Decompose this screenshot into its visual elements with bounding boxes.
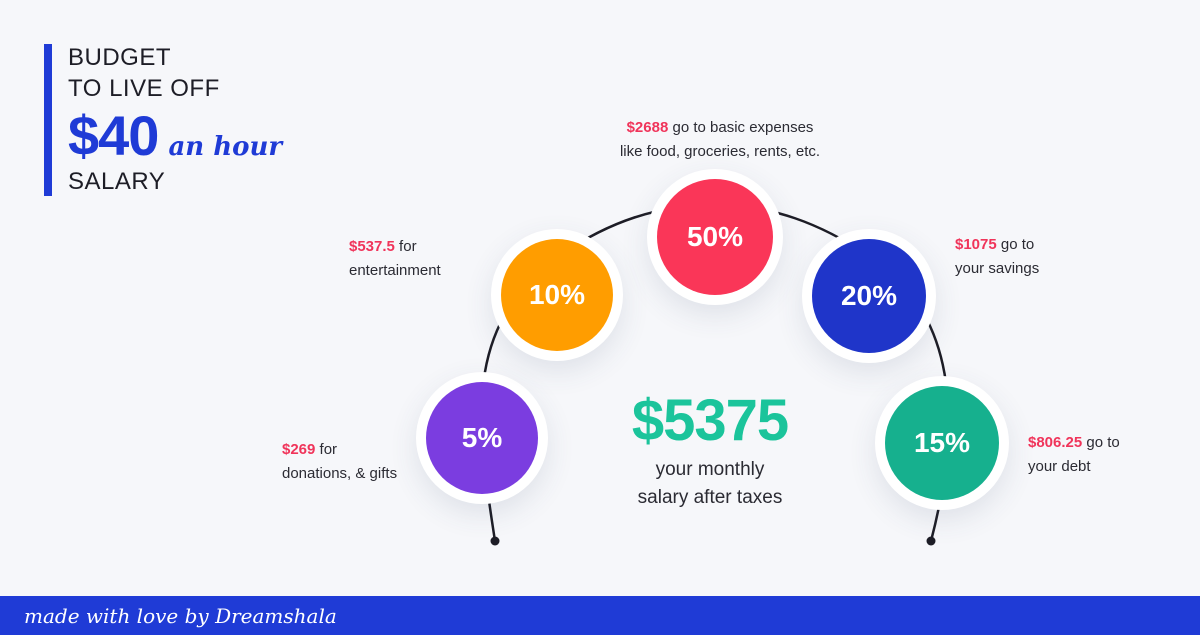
segment-circle-entertainment: 10% <box>491 229 623 361</box>
label-entertainment-amount: $537.5 <box>349 238 395 255</box>
label-savings-desc: your savings <box>955 260 1040 277</box>
segment-circle-basic-expenses: 50% <box>647 169 783 305</box>
label-savings: $1075 go to your savings <box>955 233 1039 281</box>
label-donations-desc: donations, & gifts <box>282 465 398 482</box>
center-total-block: $5375 your monthly salary after taxes <box>590 392 830 512</box>
footer-credit: made with love by Dreamshala <box>24 603 337 628</box>
segment-badge-entertainment: 10% <box>501 239 613 351</box>
label-basic-expenses-text: go to basic expenses <box>668 119 814 136</box>
label-debt-text: go to <box>1082 434 1120 451</box>
caption-line-1: your monthly <box>655 459 765 480</box>
segment-badge-savings: 20% <box>812 239 926 353</box>
label-savings-text: go to <box>996 236 1035 253</box>
label-entertainment-desc: entertainment <box>349 262 441 279</box>
segment-circle-donations: 5% <box>416 372 548 504</box>
label-debt-desc: your debt <box>1028 458 1091 475</box>
label-basic-expenses-desc: like food, groceries, rents, etc. <box>619 143 821 160</box>
monthly-total-caption: your monthly salary after taxes <box>590 456 830 512</box>
segment-circle-savings: 20% <box>802 229 936 363</box>
page-title: BUDGET TO LIVE OFF $40 an hour SALARY <box>68 46 282 201</box>
label-donations-amount: $269 <box>282 441 316 458</box>
segment-badge-basic-expenses: 50% <box>657 179 773 295</box>
arc-endpoint-left <box>490 536 500 546</box>
label-donations-text: for <box>315 441 338 458</box>
title-line-budget: BUDGET <box>68 44 172 71</box>
title-line-salary: SALARY <box>68 168 166 195</box>
title-line-live-off: TO LIVE OFF <box>68 75 220 102</box>
label-basic-expenses-amount: $2688 <box>626 119 669 136</box>
title-amount-row: $40 an hour <box>68 108 282 164</box>
label-debt: $806.25 go to your debt <box>1028 431 1120 479</box>
arc-endpoint-right <box>926 536 936 546</box>
label-savings-amount: $1075 <box>955 236 997 253</box>
title-hourly-amount: $40 <box>68 104 159 167</box>
label-debt-amount: $806.25 <box>1028 434 1083 451</box>
segment-badge-donations: 5% <box>426 382 538 494</box>
segment-circle-debt: 15% <box>875 376 1009 510</box>
footer-banner: made with love by Dreamshala <box>0 596 1200 635</box>
label-entertainment-text: for <box>394 238 417 255</box>
monthly-total: $5375 <box>631 388 789 453</box>
title-accent-bar <box>44 44 52 196</box>
segment-badge-debt: 15% <box>885 386 999 500</box>
label-basic-expenses: $2688 go to basic expenses like food, gr… <box>580 116 860 164</box>
caption-line-2: salary after taxes <box>637 487 783 508</box>
title-per-hour: an hour <box>168 132 283 162</box>
label-donations: $269 for donations, & gifts <box>282 438 397 486</box>
label-entertainment: $537.5 for entertainment <box>349 235 441 283</box>
